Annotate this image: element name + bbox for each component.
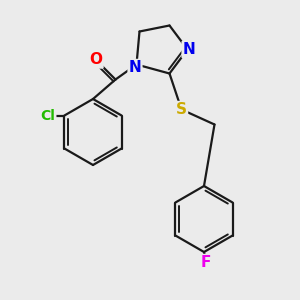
Text: O: O <box>89 52 103 68</box>
Text: N: N <box>183 42 195 57</box>
Text: S: S <box>176 102 187 117</box>
Text: N: N <box>129 60 141 75</box>
Text: F: F <box>200 255 211 270</box>
Text: Cl: Cl <box>40 109 56 122</box>
